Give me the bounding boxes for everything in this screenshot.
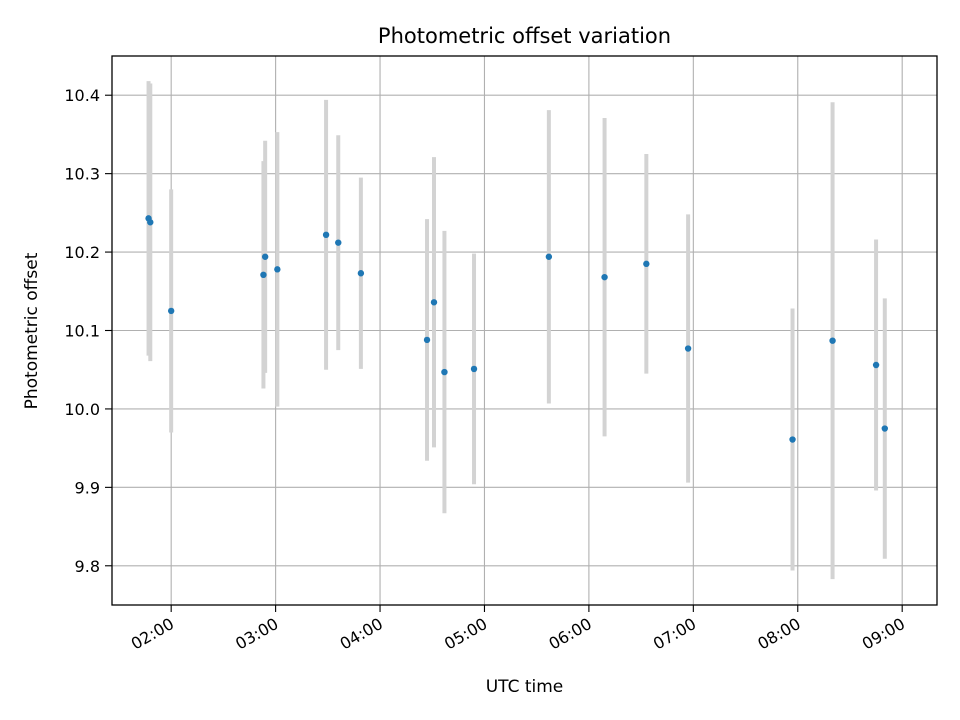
data-point bbox=[872, 361, 880, 369]
data-point bbox=[167, 307, 175, 315]
x-axis-ticks: 02:00 03:00 04:00 05:00 06:00 07:00 08:00 09:00 bbox=[128, 605, 908, 654]
data-point bbox=[881, 425, 888, 432]
y-tick-label: 10.3 bbox=[64, 165, 100, 184]
x-tick-label: 06:00 bbox=[545, 614, 594, 654]
data-point bbox=[335, 239, 342, 246]
data-point bbox=[545, 253, 553, 260]
data-point bbox=[260, 271, 267, 279]
data-point bbox=[274, 266, 281, 273]
data-point bbox=[684, 345, 692, 352]
data-point bbox=[423, 336, 431, 344]
y-tick-label: 10.0 bbox=[64, 400, 100, 419]
data-point bbox=[430, 299, 438, 306]
data-point bbox=[147, 219, 154, 226]
y-axis-label: Photometric offset bbox=[22, 252, 42, 409]
data-point bbox=[261, 253, 269, 260]
data-point bbox=[322, 231, 330, 239]
y-tick-label: 9.8 bbox=[75, 557, 100, 576]
grid bbox=[112, 56, 937, 605]
x-tick-label: 09:00 bbox=[859, 614, 908, 654]
data-point bbox=[789, 436, 796, 443]
x-tick-label: 05:00 bbox=[441, 614, 490, 654]
data-point bbox=[643, 260, 650, 268]
y-tick-label: 9.9 bbox=[75, 478, 100, 497]
x-tick-label: 03:00 bbox=[232, 614, 281, 654]
data-points bbox=[145, 215, 888, 443]
x-tick-label: 07:00 bbox=[650, 614, 699, 654]
data-point bbox=[441, 368, 448, 376]
data-point bbox=[829, 337, 836, 344]
y-tick-label: 10.4 bbox=[64, 86, 100, 105]
x-axis-label: UTC time bbox=[486, 677, 564, 697]
data-point bbox=[470, 365, 478, 373]
y-tick-label: 10.2 bbox=[64, 243, 100, 262]
x-tick-label: 08:00 bbox=[754, 614, 803, 654]
x-tick-label: 02:00 bbox=[128, 614, 177, 654]
x-tick-label: 04:00 bbox=[337, 614, 386, 654]
y-tick-label: 10.1 bbox=[64, 322, 100, 341]
data-point bbox=[357, 270, 365, 277]
y-axis-ticks: 9.8 9.9 10.0 10.1 10.2 10.3 10.4 bbox=[64, 86, 112, 576]
chart-title: Photometric offset variation bbox=[378, 24, 671, 48]
plot-area-frame bbox=[111, 55, 938, 606]
data-point bbox=[601, 273, 608, 281]
